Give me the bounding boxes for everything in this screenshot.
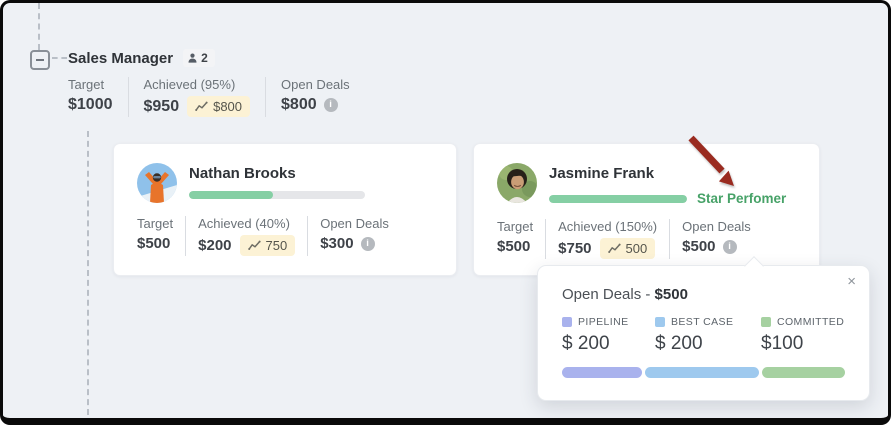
stat-open-deals: Open Deals $800 i (265, 77, 365, 117)
info-icon[interactable]: i (360, 236, 375, 251)
stat-label: Target (497, 219, 534, 234)
stat-label: Achieved (95%) (143, 77, 236, 92)
legend-committed: COMMITTED $100 (761, 316, 845, 355)
rep-stats: Target $500 Achieved (150%) $750 500 Ope… (474, 206, 819, 259)
best-case-swatch-icon (655, 317, 665, 327)
info-icon[interactable]: i (722, 239, 737, 254)
stat-target: Target $500 (137, 216, 185, 256)
trend-badge: $800 (187, 96, 251, 117)
stat-label: Achieved (40%) (198, 216, 290, 231)
stat-value: $500 (137, 235, 171, 252)
stat-value: $200 (198, 237, 232, 254)
popup-title: Open Deals - $500 (562, 286, 845, 303)
progress-track (549, 194, 687, 203)
committed-swatch-icon (761, 317, 771, 327)
stat-achieved: Achieved (95%) $950 $800 (127, 77, 266, 117)
card-header: Nathan Brooks (114, 144, 456, 203)
legend-pipeline: PIPELINE $ 200 (562, 316, 655, 355)
person-icon (188, 53, 197, 63)
collapse-node-button[interactable] (30, 50, 50, 70)
stat-value: $950 (143, 97, 180, 115)
avatar (137, 163, 177, 203)
stat-label: Target (68, 77, 105, 92)
minus-icon (36, 59, 44, 61)
stat-label: Open Deals (281, 77, 350, 92)
pipeline-segment (562, 367, 643, 378)
trend-badge: 500 (599, 238, 656, 259)
stacked-bar (562, 367, 845, 378)
trend-line-icon (247, 240, 261, 250)
jasmine-photo-icon (497, 163, 537, 203)
legend-value: $ 200 (562, 333, 610, 354)
tree-connector-children (87, 131, 89, 415)
card-header: Jasmine Frank Star Perfomer (474, 144, 819, 206)
legend-value: $ 200 (655, 333, 703, 354)
trend-line-icon (607, 243, 621, 253)
stat-target: Target $500 (497, 219, 545, 259)
nathan-photo-icon (137, 163, 177, 203)
stat-value: $300 (320, 235, 354, 252)
stat-label: Open Deals (682, 219, 751, 234)
stat-achieved: Achieved (150%) $750 500 (545, 219, 669, 259)
trend-value: $800 (213, 99, 243, 114)
annotation-arrow-icon (688, 135, 734, 186)
trend-line-icon (195, 101, 208, 111)
legend-label: BEST CASE (671, 316, 734, 328)
tree-connector-horizontal (52, 57, 67, 59)
popup-title-value: $500 (654, 286, 688, 303)
reports-count-badge[interactable]: 2 (183, 49, 215, 67)
stat-open-deals: Open Deals $500 i (669, 219, 763, 259)
manager-stats: Target $1000 Achieved (95%) $950 $800 Op… (68, 77, 365, 117)
stat-label: Achieved (150%) (558, 219, 658, 234)
stat-open-deals: Open Deals $300 i (307, 216, 401, 256)
popup-legend: PIPELINE $ 200 BEST CASE $ 200 COMMITTED… (562, 316, 845, 355)
stat-label: Open Deals (320, 216, 389, 231)
trend-value: 500 (625, 241, 648, 256)
stat-value: $750 (558, 240, 592, 257)
popup-title-prefix: Open Deals - (562, 286, 655, 303)
stat-value: $1000 (68, 96, 113, 113)
stat-achieved: Achieved (40%) $200 750 (185, 216, 307, 256)
avatar (497, 163, 537, 203)
stat-value: $500 (497, 238, 531, 255)
rep-name: Jasmine Frank (549, 165, 655, 182)
star-performer-label: Star Perfomer (697, 191, 787, 206)
trend-value: 750 (265, 238, 288, 253)
trend-badge: 750 (239, 235, 296, 256)
legend-value: $100 (761, 333, 804, 354)
rep-card-nathan[interactable]: Nathan Brooks Target $500 Achieved (40%)… (113, 143, 457, 276)
pipeline-swatch-icon (562, 317, 572, 327)
reports-count: 2 (201, 51, 208, 65)
rep-card-jasmine[interactable]: Jasmine Frank Star Perfomer Target $500 … (473, 143, 820, 276)
committed-segment (761, 367, 845, 378)
legend-label: PIPELINE (578, 316, 629, 328)
legend-best-case: BEST CASE $ 200 (655, 316, 761, 355)
rep-name: Nathan Brooks (189, 165, 296, 182)
stat-label: Target (137, 216, 174, 231)
progress-fill (189, 191, 274, 199)
stat-target: Target $1000 (68, 77, 128, 117)
legend-label: COMMITTED (777, 316, 845, 328)
progress-fill (549, 194, 687, 203)
manager-title: Sales Manager (68, 49, 174, 67)
info-icon[interactable]: i (323, 98, 338, 112)
stat-value: $800 (281, 96, 317, 113)
close-icon[interactable]: × (847, 273, 856, 290)
manager-header: Sales Manager 2 (68, 49, 215, 67)
progress-track (189, 191, 365, 199)
rep-stats: Target $500 Achieved (40%) $200 750 Open… (114, 203, 456, 256)
best-case-segment (645, 367, 759, 378)
open-deals-popup: × Open Deals - $500 PIPELINE $ 200 BEST … (537, 256, 870, 401)
stat-value: $500 (682, 238, 716, 255)
tree-connector-top (38, 3, 40, 50)
